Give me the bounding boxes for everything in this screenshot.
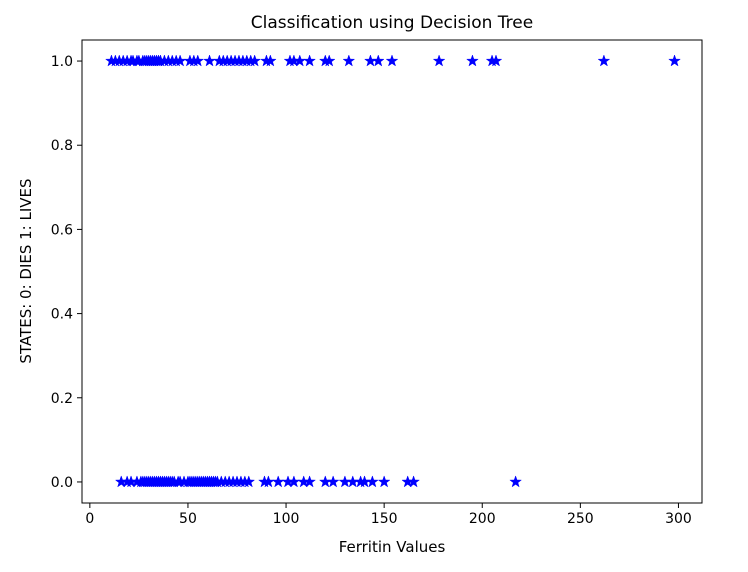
- chart-title: Classification using Decision Tree: [251, 13, 533, 33]
- x-axis-label: Ferritin Values: [339, 538, 446, 556]
- data-point-star: [271, 475, 285, 488]
- data-point-star: [248, 54, 262, 67]
- y-tick-label: 0.8: [51, 138, 73, 154]
- data-point-star: [303, 475, 317, 488]
- x-tick-label: 250: [567, 511, 594, 527]
- data-point-star: [326, 475, 340, 488]
- data-points-layer: [104, 54, 681, 488]
- y-tick-label: 0.0: [51, 475, 73, 491]
- y-axis: 0.0 0.2 0.4 0.6 0.8 1.0: [51, 54, 82, 491]
- data-point-star: [365, 475, 379, 488]
- data-point-star: [242, 475, 256, 488]
- data-point-star: [203, 54, 216, 67]
- data-point-star: [466, 54, 479, 67]
- data-point-star: [407, 475, 421, 488]
- plot-area-frame: [81, 39, 703, 504]
- data-point-star: [385, 54, 399, 67]
- x-tick-label: 0: [85, 511, 94, 527]
- y-tick-label: 0.6: [51, 222, 73, 238]
- data-point-star: [489, 54, 503, 67]
- y-tick-label: 0.2: [51, 391, 73, 407]
- x-tick-label: 200: [469, 511, 496, 527]
- x-tick-label: 150: [371, 511, 398, 527]
- data-point-star: [322, 54, 336, 67]
- data-point-star: [303, 54, 317, 67]
- x-tick-label: 100: [273, 511, 300, 527]
- x-tick-label: 300: [665, 511, 692, 527]
- data-point-star: [509, 475, 523, 488]
- data-point-star: [668, 54, 681, 67]
- x-axis: 0 50 100 150 200 250 300: [85, 503, 692, 527]
- y-axis-label: STATES: 0: DIES 1: LIVES: [17, 178, 35, 363]
- data-point-star: [371, 54, 385, 67]
- y-tick-label: 1.0: [51, 54, 73, 70]
- data-point-star: [191, 54, 205, 67]
- x-tick-label: 50: [179, 511, 197, 527]
- data-point-star: [263, 54, 277, 67]
- data-point-star: [432, 54, 446, 67]
- data-point-star: [377, 475, 391, 488]
- data-point-star: [342, 54, 356, 67]
- y-tick-label: 0.4: [51, 307, 73, 323]
- data-point-star: [597, 54, 611, 67]
